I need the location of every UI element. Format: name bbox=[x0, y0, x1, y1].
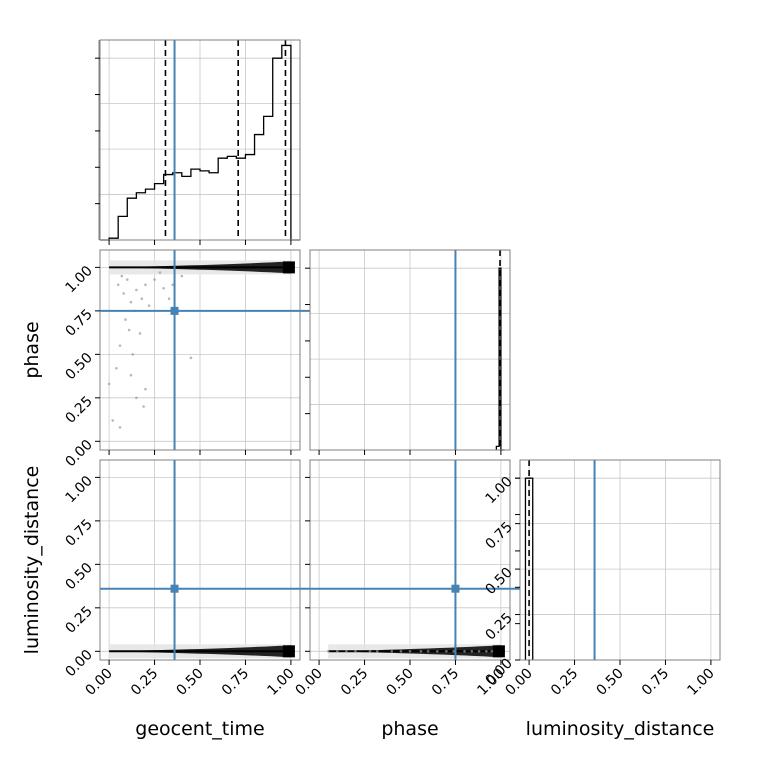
scatter-phase-vs-luminosity-distance-point-18 bbox=[490, 650, 494, 653]
hist-luminosity-distance-ytick-label-4: 1.00 bbox=[482, 474, 515, 507]
scatter-geocent-time-vs-luminosity-distance-xtick-label-3: 0.75 bbox=[219, 666, 252, 699]
scatter-geocent-time-vs-luminosity-distance-ytick-label-1: 0.25 bbox=[62, 603, 95, 636]
scatter-geocent-time-vs-phase-point-5 bbox=[144, 283, 147, 287]
scatter-geocent-time-vs-phase-point-9 bbox=[140, 297, 144, 300]
scatter-geocent-time-vs-phase-ytick-label-0: 0.00 bbox=[62, 437, 95, 470]
x-axis-label-luminosity-distance: luminosity_distance bbox=[526, 718, 715, 740]
scatter-phase-vs-luminosity-distance-point-4 bbox=[368, 650, 372, 653]
scatter-geocent-time-vs-luminosity-distance-ytick-label-3: 0.75 bbox=[62, 516, 95, 549]
scatter-geocent-time-vs-phase-point-3 bbox=[125, 278, 129, 281]
scatter-phase-vs-luminosity-distance-point-11 bbox=[435, 650, 439, 653]
scatter-geocent-time-vs-luminosity-distance-ytick-label-2: 0.50 bbox=[62, 560, 95, 593]
grid-layer bbox=[100, 40, 720, 661]
x-axis-label-phase: phase bbox=[381, 718, 438, 740]
scatter-phase-vs-luminosity-distance-point-15 bbox=[470, 650, 474, 653]
scatter-geocent-time-vs-phase-point-8 bbox=[162, 286, 165, 290]
scatter-phase-vs-luminosity-distance-point-7 bbox=[399, 650, 403, 653]
scatter-geocent-time-vs-phase-point-28 bbox=[158, 271, 162, 274]
scatter-phase-vs-luminosity-distance-point-8 bbox=[408, 650, 412, 653]
scatter-geocent-time-vs-phase-point-23 bbox=[111, 419, 115, 422]
scatter-geocent-time-vs-luminosity-distance-xtick-label-0: 0.00 bbox=[83, 666, 116, 699]
scatter-geocent-time-vs-phase-point-19 bbox=[107, 382, 111, 386]
scatter-geocent-time-vs-phase-point-24 bbox=[118, 426, 122, 429]
tick-layer: 0.00 0.25 0.50 0.75 1.000.000.250.500.751.00… bbox=[62, 57, 718, 699]
scatter-geocent-time-vs-luminosity-distance-density-peak bbox=[282, 645, 295, 658]
scatter-geocent-time-vs-phase-ytick-label-4: 1.00 bbox=[62, 263, 95, 296]
scatter-phase-vs-luminosity-distance-point-6 bbox=[390, 650, 394, 653]
scatter-geocent-time-vs-phase-point-12 bbox=[124, 318, 127, 321]
scatter-phase-vs-luminosity-distance-xtick-label-0: 0.00 bbox=[293, 666, 326, 699]
scatter-geocent-time-vs-phase-density-peak bbox=[282, 261, 295, 274]
hist-luminosity-distance-line bbox=[524, 477, 534, 660]
scatter-geocent-time-vs-phase-point-1 bbox=[122, 292, 125, 295]
hist-luminosity-distance-xtick-label-2: 0.50 bbox=[593, 666, 626, 699]
scatter-geocent-time-vs-luminosity-distance-ytick-label-4: 1.00 bbox=[62, 473, 95, 506]
scatter-phase-vs-luminosity-distance-point-10 bbox=[426, 650, 430, 653]
hist-luminosity-distance-xtick-label-4: 1.00 bbox=[684, 666, 717, 699]
scatter-phase-vs-luminosity-distance-point-3 bbox=[354, 650, 357, 653]
hist-geocent-time-line bbox=[100, 44, 300, 241]
scatter-geocent-time-vs-phase-point-21 bbox=[135, 396, 138, 400]
scatter-phase-vs-luminosity-distance-point-12 bbox=[445, 650, 448, 653]
scatter-phase-vs-luminosity-distance-point-14 bbox=[463, 650, 466, 653]
scatter-geocent-time-vs-luminosity-distance-ytick-label-0: 0.00 bbox=[62, 647, 95, 680]
scatter-geocent-time-vs-phase-point-27 bbox=[180, 274, 184, 278]
scatter-geocent-time-vs-phase-ytick-label-2: 0.50 bbox=[62, 350, 95, 383]
scatter-geocent-time-vs-phase-point-22 bbox=[142, 405, 145, 408]
scatter-phase-vs-luminosity-distance-point-13 bbox=[452, 650, 455, 653]
scatter-phase-vs-luminosity-distance-point-1 bbox=[335, 650, 339, 653]
y-axis-label-luminosity-distance: luminosity_distance bbox=[21, 466, 43, 655]
scatter-geocent-time-vs-luminosity-distance-xtick-label-1: 0.25 bbox=[128, 666, 161, 699]
truth-layer bbox=[100, 40, 596, 660]
hist-luminosity-distance-ytick-label-3: 0.75 bbox=[482, 519, 515, 552]
scatter-geocent-time-vs-phase-truth-marker bbox=[170, 306, 179, 315]
scatter-phase-vs-luminosity-distance-point-5 bbox=[375, 650, 379, 653]
scatter-geocent-time-vs-phase-point-10 bbox=[147, 304, 151, 307]
scatter-phase-vs-luminosity-distance-truth-marker bbox=[451, 584, 460, 593]
scatter-geocent-time-vs-phase-point-16 bbox=[131, 353, 135, 356]
hist-luminosity-distance-xtick-label-3: 0.75 bbox=[639, 666, 672, 699]
scatter-geocent-time-vs-phase-point-0 bbox=[116, 283, 120, 287]
scatter-phase-vs-luminosity-distance-xtick-label-3: 0.75 bbox=[429, 666, 462, 699]
scatter-phase-vs-luminosity-distance-point-17 bbox=[485, 650, 488, 653]
frame-layer bbox=[98, 39, 721, 661]
scatter-phase-vs-luminosity-distance-density-peak bbox=[492, 645, 505, 658]
scatter-geocent-time-vs-phase-point-26 bbox=[171, 283, 175, 287]
scatter-phase-vs-luminosity-distance-xtick-label-2: 0.50 bbox=[383, 666, 416, 699]
scatter-phase-vs-luminosity-distance-point-9 bbox=[419, 650, 423, 653]
scatter-geocent-time-vs-phase-point-4 bbox=[135, 288, 138, 292]
scatter-geocent-time-vs-phase-point-14 bbox=[138, 332, 142, 335]
scatter-geocent-time-vs-phase-point-29 bbox=[167, 297, 171, 300]
scatter-geocent-time-vs-luminosity-distance-truth-marker bbox=[170, 584, 179, 593]
scatter-geocent-time-vs-phase-ytick-label-3: 0.75 bbox=[62, 306, 95, 339]
scatter-geocent-time-vs-phase-point-15 bbox=[118, 344, 122, 347]
scatter-geocent-time-vs-phase-ytick-label-1: 0.25 bbox=[62, 393, 95, 426]
scatter-geocent-time-vs-phase-point-6 bbox=[120, 274, 124, 278]
hist-luminosity-distance-ytick-label-1: 0.25 bbox=[482, 610, 515, 643]
scatter-geocent-time-vs-luminosity-distance-xtick-label-2: 0.50 bbox=[173, 666, 206, 699]
hist-luminosity-distance-xtick-label-1: 0.25 bbox=[548, 666, 581, 699]
y-axis-label-phase: phase bbox=[21, 321, 43, 378]
scatter-phase-vs-luminosity-distance-point-0 bbox=[326, 650, 330, 653]
scatter-geocent-time-vs-phase-point-2 bbox=[129, 300, 133, 304]
data-layer bbox=[100, 40, 534, 660]
scatter-geocent-time-vs-phase-point-20 bbox=[144, 387, 147, 391]
scatter-geocent-time-vs-luminosity-distance-xtick-label-4: 1.00 bbox=[264, 666, 297, 699]
scatter-phase-vs-luminosity-distance-point-16 bbox=[477, 650, 481, 653]
scatter-geocent-time-vs-phase-point-13 bbox=[127, 328, 131, 332]
scatter-phase-vs-luminosity-distance-point-2 bbox=[345, 650, 348, 653]
scatter-geocent-time-vs-phase-point-7 bbox=[153, 278, 156, 281]
x-axis-label-geocent-time: geocent_time bbox=[135, 718, 264, 740]
scatter-geocent-time-vs-phase-point-17 bbox=[115, 366, 118, 370]
scatter-phase-vs-luminosity-distance-xtick-label-1: 0.25 bbox=[338, 666, 371, 699]
scatter-geocent-time-vs-phase-point-18 bbox=[129, 373, 133, 377]
hist-luminosity-distance-ytick-label-2: 0.50 bbox=[482, 565, 515, 598]
scatter-geocent-time-vs-phase-point-25 bbox=[189, 356, 193, 360]
